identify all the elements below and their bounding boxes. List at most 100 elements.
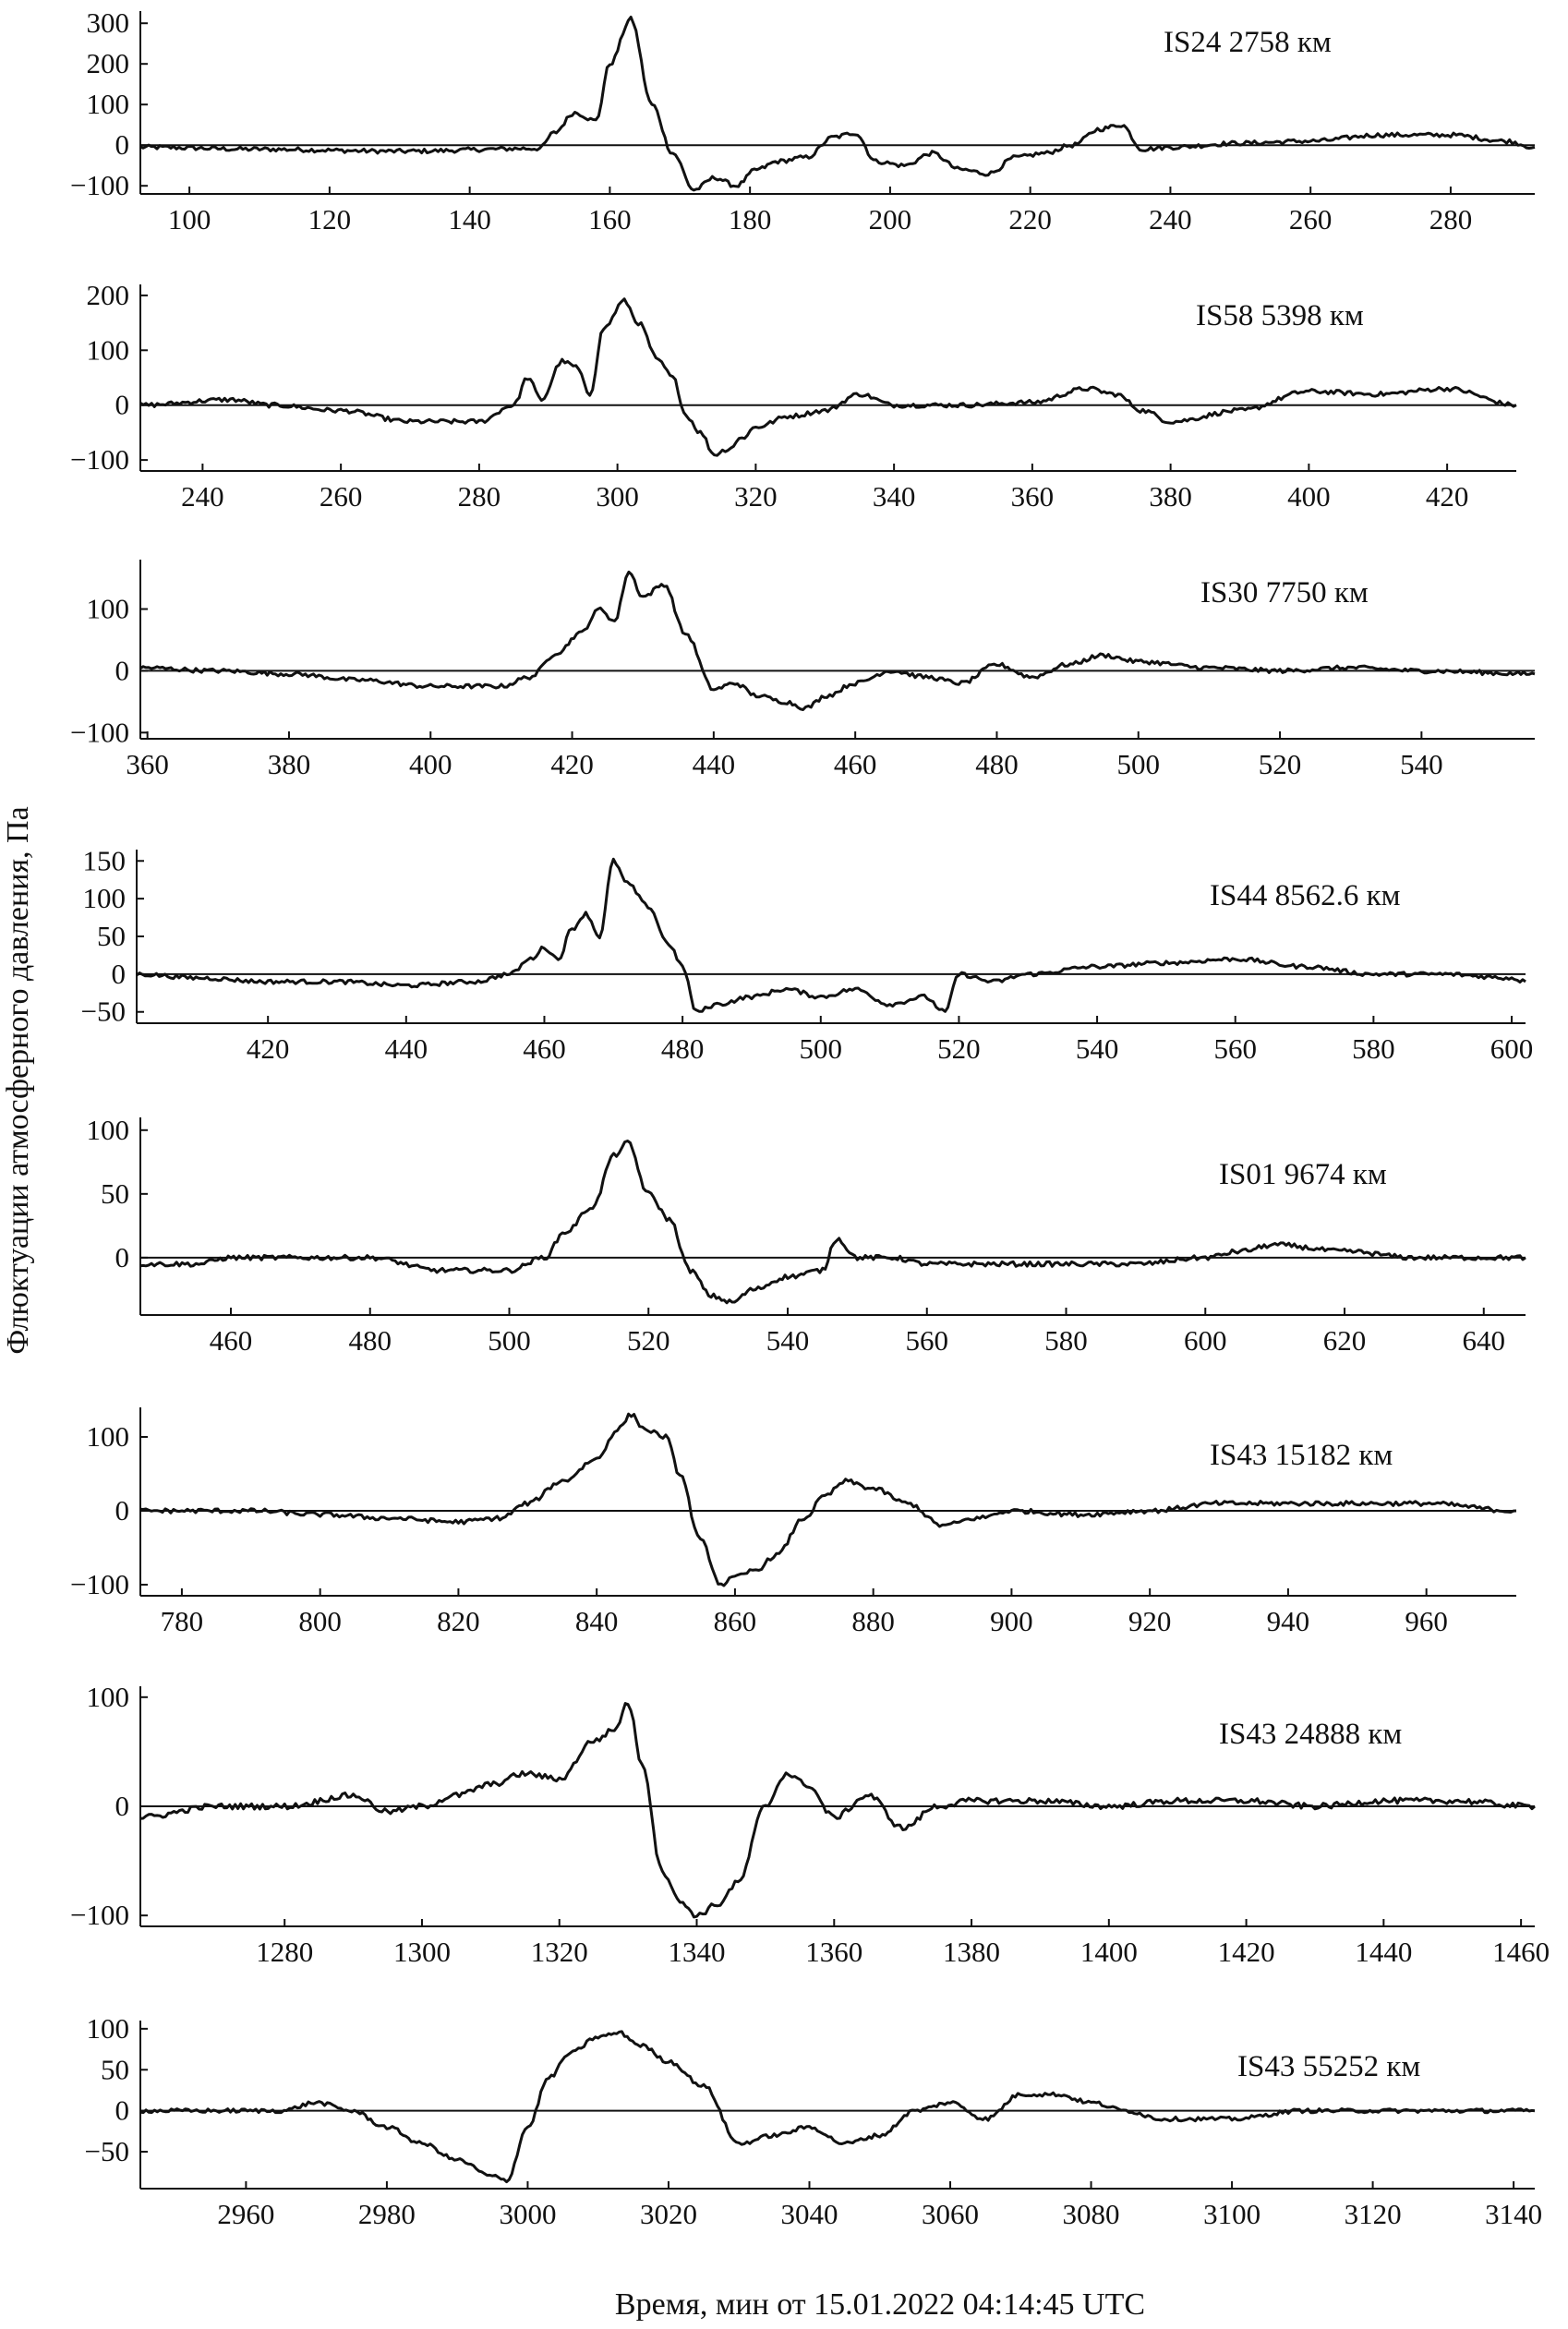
y-tick-label: 0 <box>115 1241 130 1273</box>
x-tick-label: 420 <box>550 748 594 780</box>
x-tick-label: 1300 <box>393 1936 451 1968</box>
x-tick-label: 560 <box>1213 1032 1257 1065</box>
x-tick-label: 940 <box>1267 1605 1310 1637</box>
x-tick-label: 3140 <box>1485 2198 1542 2230</box>
chart-panel-2: −100 0 100 200 240 260 280 300 320 340 360 380 400 42… <box>70 279 1517 513</box>
x-tick-label: 480 <box>348 1324 392 1357</box>
x-tick-label: 1340 <box>669 1936 726 1968</box>
x-tick-label: 520 <box>1259 748 1302 780</box>
chart-panel-6: −100 0 100 780 800 820 840 860 880 900 920 940 960 IS… <box>70 1407 1517 1637</box>
x-tick-label: 3080 <box>1063 2198 1120 2230</box>
x-tick-label: 380 <box>1149 480 1192 513</box>
chart-panel-4: −50 0 50 100 150 420 440 460 480 500 520 540 560 580 6… <box>81 844 1534 1065</box>
y-tick-label: −50 <box>85 2135 129 2167</box>
x-tick-label: 1400 <box>1080 1936 1138 1968</box>
x-tick-label: 400 <box>409 748 452 780</box>
x-tick-label: 260 <box>320 480 363 513</box>
y-tick-label: 300 <box>87 6 130 39</box>
y-tick-label: 0 <box>112 958 127 990</box>
x-tick-label: 500 <box>488 1324 531 1357</box>
series-line <box>139 1140 1526 1305</box>
y-tick-label: 0 <box>115 1494 130 1527</box>
x-tick-label: 3020 <box>640 2198 697 2230</box>
x-tick-label: 960 <box>1405 1605 1448 1637</box>
x-tick-label: 320 <box>734 480 778 513</box>
x-tick-label: 600 <box>1184 1324 1227 1357</box>
x-tick-label: 480 <box>975 748 1019 780</box>
x-tick-label: 160 <box>588 203 632 235</box>
y-tick-label: −100 <box>70 1568 129 1600</box>
x-tick-label: 180 <box>729 203 772 235</box>
x-tick-label: 3000 <box>499 2198 556 2230</box>
x-tick-label: 3040 <box>780 2198 838 2230</box>
x-tick-label: 880 <box>851 1605 895 1637</box>
x-tick-label: 600 <box>1490 1032 1534 1065</box>
y-tick-label: 0 <box>115 654 130 686</box>
x-tick-label: 540 <box>1400 748 1443 780</box>
y-tick-label: −100 <box>70 169 129 201</box>
x-tick-label: 480 <box>661 1032 705 1065</box>
x-tick-label: 360 <box>1011 480 1055 513</box>
x-tick-label: 240 <box>1149 203 1192 235</box>
panel-label: IS43 15182 км <box>1210 1439 1393 1472</box>
x-tick-label: 100 <box>168 203 211 235</box>
series-line <box>139 1412 1517 1587</box>
x-tick-label: 280 <box>1429 203 1473 235</box>
y-tick-label: 0 <box>115 2094 130 2127</box>
x-tick-label: 1380 <box>943 1936 1000 1968</box>
y-tick-label: 50 <box>101 2053 129 2085</box>
x-tick-label: 3060 <box>922 2198 979 2230</box>
y-tick-label: 200 <box>87 279 130 311</box>
series-line <box>139 297 1517 457</box>
x-tick-label: 900 <box>990 1605 1033 1637</box>
y-tick-label: 100 <box>83 882 127 914</box>
x-tick-label: 420 <box>1426 480 1469 513</box>
x-tick-label: 500 <box>1117 748 1161 780</box>
x-tick-label: 580 <box>1044 1324 1088 1357</box>
series-line <box>139 2030 1536 2184</box>
x-tick-label: 500 <box>800 1032 843 1065</box>
x-tick-label: 2960 <box>217 2198 274 2230</box>
x-tick-label: 140 <box>448 203 491 235</box>
x-tick-label: 780 <box>161 1605 204 1637</box>
x-tick-label: 540 <box>1076 1032 1119 1065</box>
chart-panels: −100 0 100 200 300 100 120 140 160 180 200 220 240 26… <box>70 6 1550 2230</box>
x-tick-label: 440 <box>385 1032 428 1065</box>
x-tick-label: 920 <box>1128 1605 1172 1637</box>
x-tick-label: 580 <box>1352 1032 1395 1065</box>
y-tick-label: 50 <box>97 920 126 952</box>
panel-label: IS43 24888 км <box>1219 1718 1402 1751</box>
y-tick-label: 100 <box>87 593 130 625</box>
series-line <box>139 1702 1536 1919</box>
y-tick-label: 100 <box>87 1681 130 1713</box>
x-tick-label: 1320 <box>531 1936 588 1968</box>
x-tick-label: 800 <box>298 1605 342 1637</box>
panel-label: IS24 2758 км <box>1164 26 1332 59</box>
x-tick-label: 280 <box>458 480 501 513</box>
y-tick-label: −100 <box>70 443 129 476</box>
x-tick-label: 2980 <box>358 2198 416 2230</box>
x-tick-label: 1360 <box>805 1936 862 1968</box>
panel-label: IS43 55252 км <box>1237 2050 1420 2083</box>
x-tick-label: 3100 <box>1203 2198 1260 2230</box>
x-tick-label: 540 <box>766 1324 810 1357</box>
x-tick-label: 1420 <box>1218 1936 1275 1968</box>
y-tick-label: 0 <box>115 389 130 421</box>
x-tick-label: 1280 <box>256 1936 313 1968</box>
x-tick-label: 380 <box>268 748 311 780</box>
y-axis-title: Флюктуации атмосферного давления, Па <box>1 806 35 1354</box>
x-tick-label: 340 <box>873 480 916 513</box>
x-tick-label: 520 <box>627 1324 670 1357</box>
x-tick-label: 1440 <box>1355 1936 1412 1968</box>
y-tick-label: 0 <box>115 128 130 161</box>
x-tick-label: 460 <box>523 1032 566 1065</box>
chart-panel-7: −100 0 100 1280 1300 1320 1340 1360 1380 1400 1420… <box>70 1681 1550 1968</box>
x-tick-label: 3120 <box>1345 2198 1402 2230</box>
chart-panel-5: 0 50 100 460 480 500 520 540 560 580 600 620 640 IS01… <box>87 1114 1526 1357</box>
panel-label: IS30 7750 км <box>1200 576 1369 609</box>
x-tick-label: 620 <box>1323 1324 1367 1357</box>
y-tick-label: 50 <box>101 1177 129 1210</box>
x-tick-label: 260 <box>1289 203 1333 235</box>
y-tick-label: −100 <box>70 1899 129 1931</box>
